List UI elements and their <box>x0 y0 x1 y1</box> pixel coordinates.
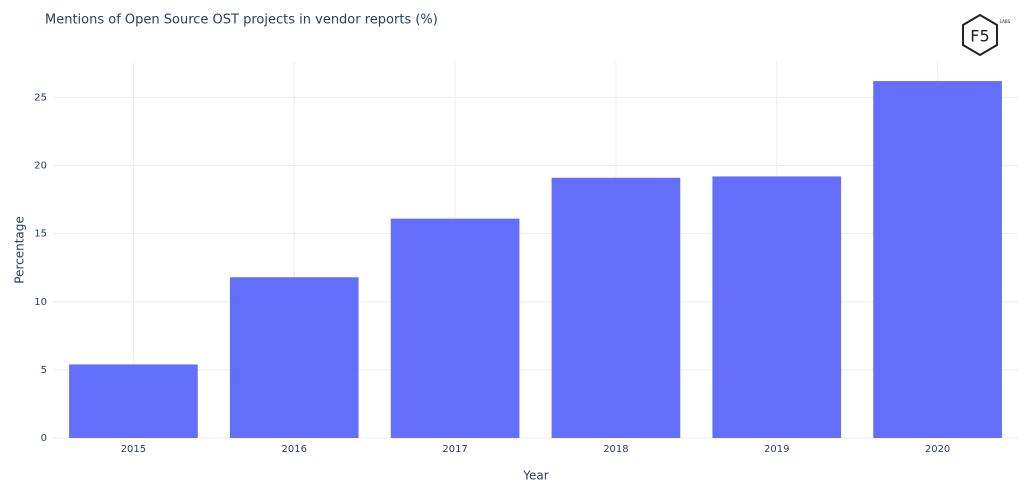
y-tick-label: 25 <box>34 92 47 103</box>
bar <box>712 176 842 438</box>
bar <box>229 277 359 438</box>
y-tick-label: 5 <box>41 365 47 376</box>
x-axis-title: Year <box>522 469 548 483</box>
chart-title: Mentions of Open Source OST projects in … <box>45 13 438 28</box>
x-tick-label: 2018 <box>603 444 628 455</box>
logo: F5 LABS <box>962 13 1011 57</box>
x-tick-label: 2017 <box>442 444 467 455</box>
y-tick-label: 20 <box>34 161 47 172</box>
bar <box>873 81 1002 439</box>
y-axis-title: Percentage <box>13 216 27 284</box>
logo-text: F5 <box>970 27 989 46</box>
y-tick-label: 10 <box>34 297 47 308</box>
y-tick-label: 0 <box>41 433 47 444</box>
x-tick-label: 2015 <box>121 444 146 455</box>
bar <box>69 364 198 438</box>
x-tick-label: 2019 <box>764 444 789 455</box>
bar <box>551 177 681 438</box>
x-tick-label: 2020 <box>925 444 950 455</box>
logo-hexagon <box>962 13 998 57</box>
bar <box>390 218 520 438</box>
logo-sub: LABS <box>1000 19 1011 24</box>
y-tick-label: 15 <box>34 229 47 240</box>
x-tick-label: 2016 <box>282 444 307 455</box>
